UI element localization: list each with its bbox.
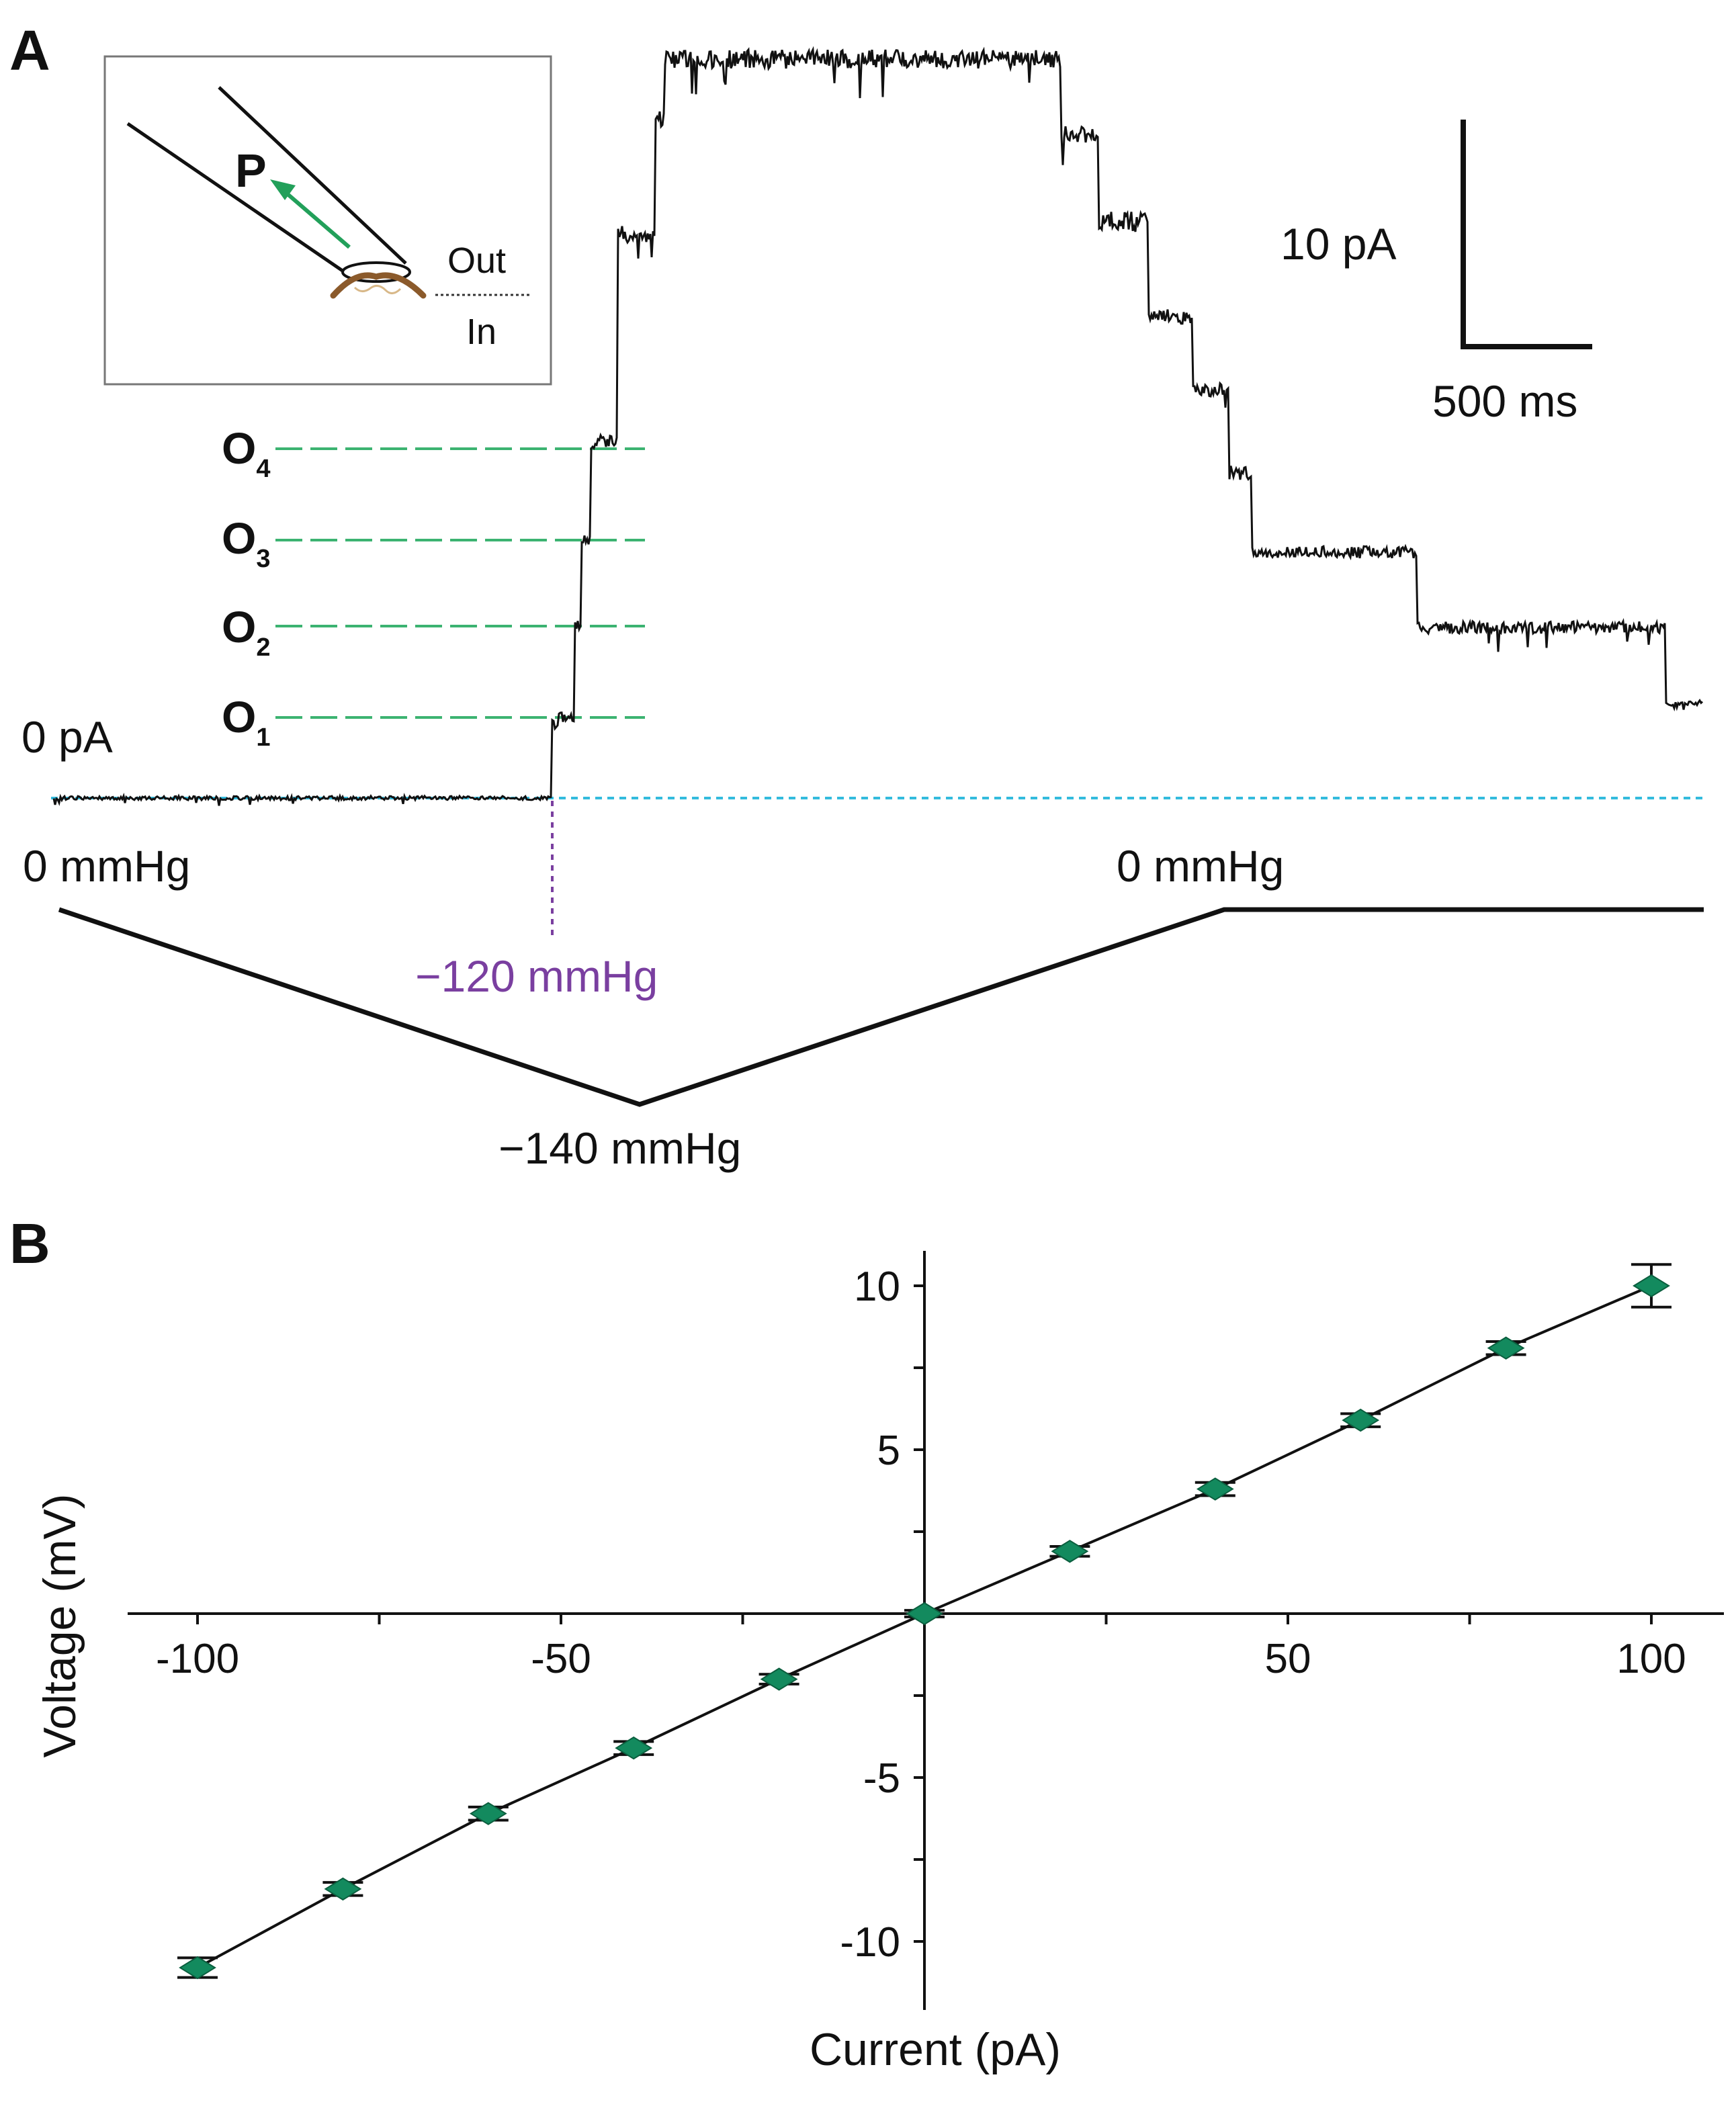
data-point <box>758 1667 799 1691</box>
y-axis-title: Voltage (mV) <box>34 1493 85 1757</box>
diamond-marker <box>1196 1477 1234 1501</box>
data-point <box>322 1877 363 1901</box>
y-tick-label: -5 <box>863 1755 900 1802</box>
panel-a: A P Out In 10 pA 500 ms <box>9 19 1706 1173</box>
diamond-marker <box>324 1877 362 1901</box>
end-pressure-label: 0 mmHg <box>1117 841 1284 891</box>
out-label: Out <box>447 240 506 281</box>
iv-axes <box>128 1251 1724 2010</box>
inset-frame <box>103 55 552 386</box>
pressure-protocol <box>58 907 1704 1107</box>
panel-b-letter: B <box>9 1212 50 1275</box>
y-tick-label: 10 <box>854 1264 900 1310</box>
pipette-wall-upper <box>218 86 407 265</box>
x-tick-label: 100 <box>1616 1636 1686 1682</box>
open-level-4-label: O4 <box>222 423 270 483</box>
data-point <box>613 1736 654 1760</box>
pressure-arrowhead-icon <box>270 179 296 200</box>
data-point <box>904 1602 945 1626</box>
data-point <box>1049 1540 1090 1563</box>
pressure-label: P <box>235 144 267 197</box>
diamond-marker <box>1487 1336 1525 1360</box>
data-point <box>468 1802 509 1825</box>
diamond-marker <box>469 1802 507 1825</box>
in-label: In <box>466 312 496 352</box>
open-level-3-label: O3 <box>222 513 270 573</box>
data-point <box>1195 1477 1235 1501</box>
panel-b: B -100 -50 50 100 10 5 -5 -10 Current (pA) Volt… <box>9 1212 1724 2075</box>
data-point <box>1485 1336 1526 1360</box>
channel-icon <box>353 285 402 294</box>
open-levels: O4 O3 O2 O1 <box>222 423 645 752</box>
minimum-pressure-label: −140 mmHg <box>498 1123 741 1173</box>
current-trace <box>52 46 1704 806</box>
y-tick-label: -10 <box>840 1919 900 1966</box>
x-axis-title: Current (pA) <box>810 2024 1061 2075</box>
scale-time-label: 500 ms <box>1432 376 1577 426</box>
diamond-marker <box>1051 1540 1089 1563</box>
data-point <box>1631 1263 1672 1309</box>
open-level-1-label: O1 <box>222 692 270 752</box>
diamond-marker <box>760 1667 798 1691</box>
iv-data-points <box>177 1263 1672 1980</box>
patch-inset: P Out In <box>103 55 552 386</box>
pressure-arrow-icon <box>281 187 351 249</box>
iv-tick-labels: -100 -50 50 100 10 5 -5 -10 <box>156 1264 1686 1966</box>
zero-current-label: 0 pA <box>21 712 113 762</box>
x-tick-label: -50 <box>531 1636 591 1682</box>
open-level-2-label: O2 <box>222 602 270 662</box>
panel-a-letter: A <box>9 19 50 82</box>
membrane-patch-icon <box>330 272 427 299</box>
scale-bar: 10 pA 500 ms <box>1281 120 1592 426</box>
diamond-marker <box>906 1602 943 1626</box>
x-tick-label: -100 <box>156 1636 239 1682</box>
diamond-marker <box>1633 1274 1670 1298</box>
diamond-marker <box>179 1956 216 1980</box>
y-tick-label: 5 <box>877 1428 900 1474</box>
data-point <box>1340 1408 1381 1432</box>
pipette-wall-lower <box>126 122 351 277</box>
start-pressure-label: 0 mmHg <box>23 841 190 891</box>
threshold-pressure-label: −120 mmHg <box>415 951 658 1001</box>
scale-current-label: 10 pA <box>1281 219 1396 269</box>
data-point <box>177 1956 218 1980</box>
diamond-marker <box>615 1736 653 1760</box>
x-tick-label: 50 <box>1265 1636 1311 1682</box>
diamond-marker <box>1342 1408 1380 1432</box>
